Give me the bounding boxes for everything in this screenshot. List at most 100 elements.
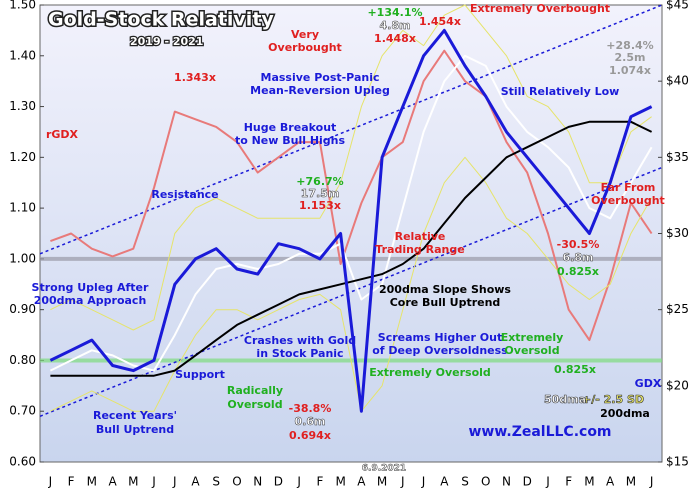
- x-tick-label: A: [440, 475, 449, 489]
- annotation: 200dma Slope Shows: [379, 283, 511, 296]
- x-tick-label: A: [108, 475, 117, 489]
- x-tick-label: F: [68, 475, 75, 489]
- y-tick-label: 1.50: [9, 0, 36, 12]
- y2-tick-label: $20: [666, 378, 689, 392]
- x-tick-label: N: [502, 475, 511, 489]
- annotation: Crashes with Gold: [244, 334, 356, 347]
- y2-tick-label: $40: [666, 74, 689, 88]
- y2-tick-label: $35: [666, 150, 689, 164]
- annotation: 1.448x: [374, 32, 416, 45]
- x-tick-label: M: [584, 475, 594, 489]
- annotation: 1.454x: [419, 15, 461, 28]
- annotation: to New Bull Highs: [235, 134, 346, 147]
- annotation: Mean-Reversion Upleg: [250, 84, 390, 97]
- annotation: Huge Breakout: [244, 121, 337, 134]
- x-tick-label: N: [253, 475, 262, 489]
- x-tick-label: O: [232, 475, 241, 489]
- x-tick-label: A: [191, 475, 200, 489]
- y2-tick-label: $45: [666, 0, 689, 12]
- x-tick-label: M: [128, 475, 138, 489]
- band-upper: [50, 4, 652, 331]
- annotation: Overbought: [591, 194, 665, 207]
- annotation: +76.7%: [296, 175, 343, 188]
- y2-tick-label: $30: [666, 226, 689, 240]
- y-tick-label: 1.30: [9, 99, 36, 113]
- x-tick-label: D: [523, 475, 532, 489]
- annotation: Trading Range: [375, 243, 464, 256]
- x-tick-label: F: [565, 475, 572, 489]
- annotation: -38.8%: [289, 402, 332, 415]
- y-tick-label: 0.80: [9, 353, 36, 367]
- legend-label: rGDX: [46, 128, 79, 141]
- annotation: Radically: [227, 384, 283, 397]
- x-tick-label: A: [606, 475, 615, 489]
- annotation: www.ZealLLC.com: [468, 424, 611, 440]
- y-tick-label: 1.00: [9, 251, 36, 265]
- annotation: -30.5%: [557, 238, 600, 251]
- annotation: 0.825x: [557, 265, 599, 278]
- annotation: Extremely: [501, 331, 564, 344]
- y-tick-label: 1.40: [9, 48, 36, 62]
- y2-tick-label: $15: [666, 455, 689, 469]
- annotation: Still Relatively Low: [501, 85, 620, 98]
- x-tick-label: O: [481, 475, 490, 489]
- annotation: 4.8m: [380, 19, 411, 32]
- trendline: [39, 4, 663, 255]
- x-tick-label: J: [400, 475, 405, 489]
- y2-tick-label: $25: [666, 302, 689, 316]
- series-line: [50, 49, 653, 342]
- annotation: 1.153x: [299, 199, 341, 212]
- x-tick-label: D: [274, 475, 283, 489]
- annotation: Bull Uptrend: [96, 423, 174, 436]
- x-tick-label: M: [335, 475, 345, 489]
- annotation: Extremely Overbought: [470, 2, 610, 15]
- legend-label: +/- 2.5 SD: [582, 393, 644, 406]
- annotation: 0.6m: [295, 415, 326, 428]
- annotation: 6.8m: [563, 251, 594, 264]
- trendline: [39, 166, 663, 417]
- legend-label: GDX: [635, 377, 662, 390]
- annotation: Strong Upleg After: [32, 281, 149, 294]
- x-tick-label: J: [421, 475, 426, 489]
- annotation: in Stock Panic: [256, 347, 343, 360]
- annotation: Oversold: [227, 398, 282, 411]
- x-tick-label: S: [461, 475, 469, 489]
- legend-label: 200dma: [600, 407, 650, 420]
- annotation: Recent Years': [93, 409, 177, 422]
- x-tick-label: J: [296, 475, 301, 489]
- annotation: Very: [291, 28, 319, 41]
- annotation: 200dma Approach: [34, 294, 147, 307]
- x-tick-label: M: [377, 475, 387, 489]
- annotation: 0.825x: [554, 363, 596, 376]
- legend-label: 50dma: [544, 393, 586, 406]
- chart-subtitle: 2019 - 2021: [130, 35, 203, 48]
- trendline-label: Support: [175, 368, 225, 381]
- annotation: Massive Post-Panic: [261, 71, 380, 84]
- series-line: [49, 28, 653, 413]
- x-tick-label: A: [357, 475, 366, 489]
- x-tick-label: S: [212, 475, 220, 489]
- x-tick-label: M: [626, 475, 636, 489]
- annotation: Extremely Oversold: [369, 366, 491, 379]
- x-tick-label: J: [545, 475, 550, 489]
- annotation: Core Bull Uptrend: [390, 296, 501, 309]
- x-tick-label: M: [87, 475, 97, 489]
- y-tick-label: 1.10: [9, 201, 36, 215]
- y-tick-label: 1.20: [9, 150, 36, 164]
- x-tick-label: J: [649, 475, 654, 489]
- annotation: 1.343x: [174, 71, 216, 84]
- annotation: 6.9.2021: [362, 464, 406, 474]
- annotation: Relative: [395, 230, 446, 243]
- annotation: 0.694x: [289, 429, 331, 442]
- chart-title: Gold-Stock Relativity: [48, 9, 274, 31]
- annotation: 2.5m: [615, 51, 646, 64]
- x-tick-label: J: [172, 475, 177, 489]
- annotation: of Deep Oversoldness: [372, 344, 508, 357]
- annotation: Far From: [601, 181, 656, 194]
- y-tick-label: 0.90: [9, 302, 36, 316]
- annotation: +28.4%: [606, 39, 653, 52]
- x-tick-label: J: [151, 475, 156, 489]
- annotation: Oversold: [504, 344, 559, 357]
- x-tick-label: J: [48, 475, 53, 489]
